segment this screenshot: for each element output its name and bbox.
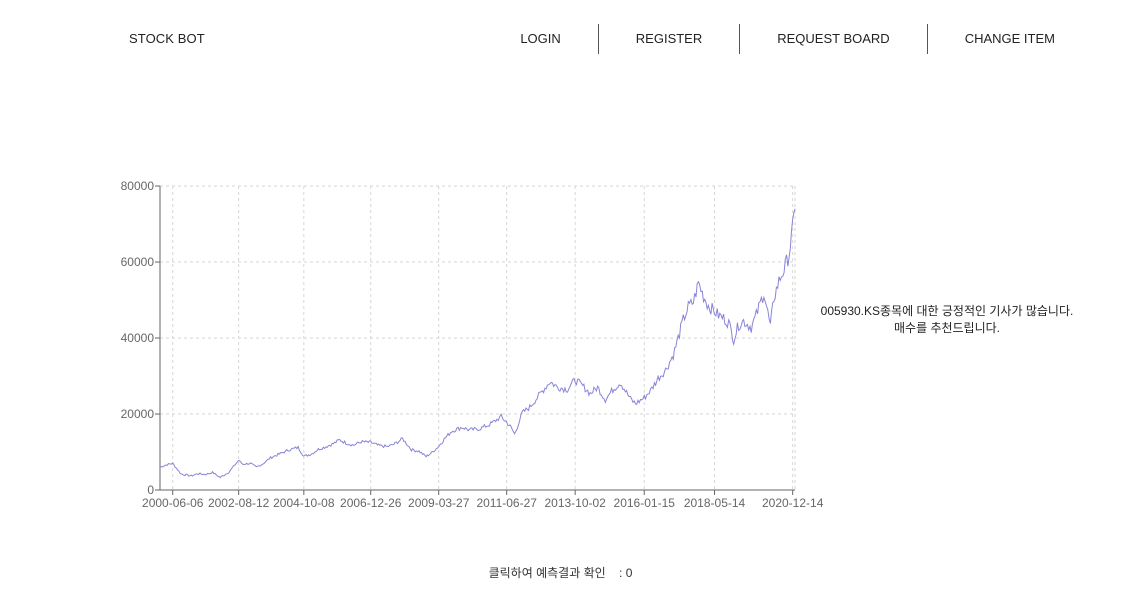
prediction-separator: : (619, 566, 623, 580)
x-tick-label: 2006-12-26 (340, 496, 402, 510)
recommendation-text: 005930.KS종목에 대한 긍정적인 기사가 많습니다. 매수를 추천드립니… (820, 304, 1074, 335)
x-tick-label: 2018-05-14 (684, 496, 746, 510)
stock-price-chart: 0 20000 40000 60000 80000 2000-06-06 2002-08-1… (110, 176, 830, 516)
y-tick-label: 40000 (121, 331, 155, 345)
nav-change-item-link[interactable]: CHANGE ITEM (964, 31, 1055, 46)
y-tick-label: 60000 (121, 255, 155, 269)
prediction-value: 0 (625, 566, 633, 580)
nav-links: LOGIN REGISTER REQUEST BOARD CHANGE ITEM (520, 24, 1086, 54)
nav-divider (926, 24, 928, 54)
nav-login-link[interactable]: LOGIN (520, 31, 561, 46)
prediction-button[interactable]: 클릭하여 예측결과 확인 (488, 566, 606, 580)
x-tick-label: 2000-06-06 (142, 496, 204, 510)
x-tick-label: 2016-01-15 (614, 496, 676, 510)
nav-register-link[interactable]: REGISTER (635, 31, 703, 46)
x-tick-label: 2004-10-08 (273, 496, 335, 510)
x-tick-label: 2002-08-12 (208, 496, 270, 510)
prediction-row: 클릭하여 예측결과 확인 : 0 (0, 564, 1121, 581)
chart-svg: 0 20000 40000 60000 80000 2000-06-06 2002-08-1… (121, 179, 824, 510)
nav-divider (597, 24, 599, 54)
x-tick-label: 2013-10-02 (544, 496, 606, 510)
series-line (159, 208, 796, 479)
nav-divider (739, 24, 741, 54)
y-tick-label: 20000 (121, 407, 155, 421)
top-nav: STOCK BOT LOGIN REGISTER REQUEST BOARD C… (0, 0, 1121, 78)
x-tick-label: 2009-03-27 (408, 496, 470, 510)
nav-request-board-link[interactable]: REQUEST BOARD (777, 31, 890, 46)
x-tick-label: 2020-12-14 (762, 496, 824, 510)
y-tick-label: 0 (147, 483, 154, 497)
brand-link[interactable]: STOCK BOT (129, 31, 205, 46)
x-tick-label: 2011-06-27 (476, 496, 537, 510)
y-tick-label: 80000 (121, 179, 155, 193)
